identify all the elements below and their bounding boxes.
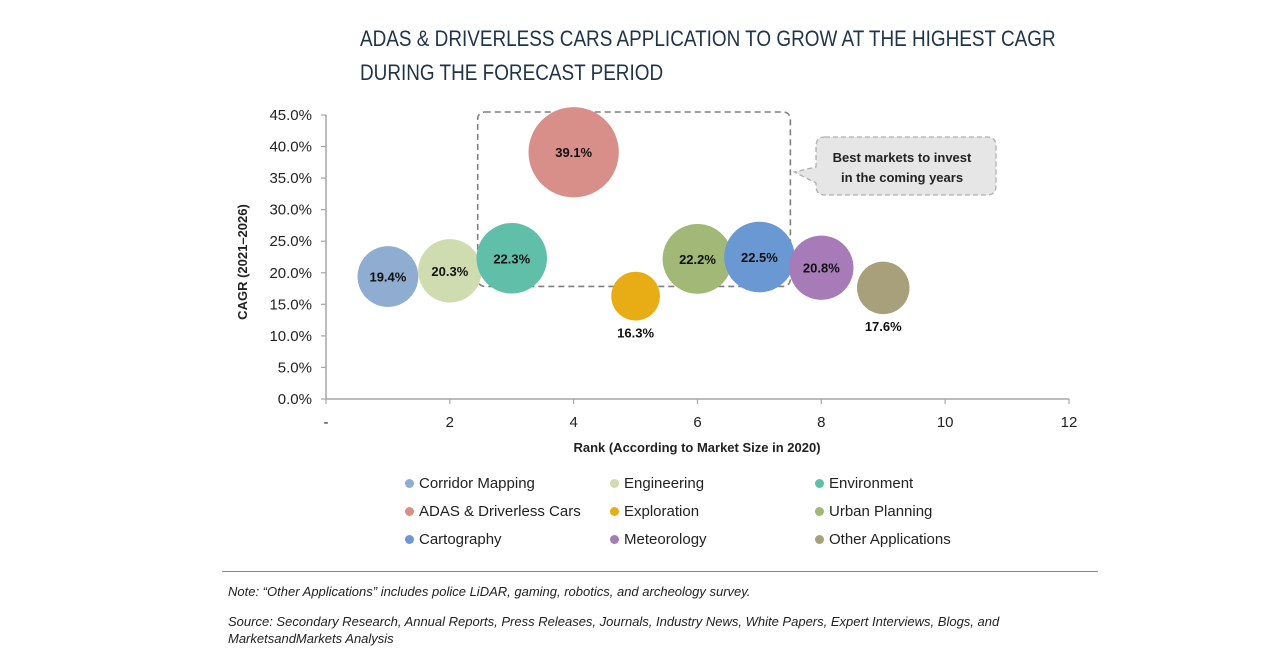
bubble-adas-driverless-cars: [528, 107, 619, 198]
x-tick-label: 2: [446, 414, 454, 431]
footnote: Note: “Other Applications” includes poli…: [228, 584, 751, 599]
legend-marker-icon: [610, 534, 619, 544]
legend-label: Environment: [829, 474, 914, 492]
legend-label: Other Applications: [829, 530, 951, 548]
legend-label: Exploration: [624, 502, 700, 520]
legend-marker-icon: [815, 534, 824, 544]
chart-title-line-2: DURING THE FORECAST PERIOD: [360, 60, 664, 85]
legend-item: Corridor Mapping: [405, 472, 610, 494]
bubble-data-label: 16.3%: [617, 325, 654, 340]
x-tick-label: 4: [569, 414, 577, 431]
x-tick-label: -: [324, 414, 329, 431]
callout-text-line: Best markets to invest: [833, 150, 972, 165]
legend: Corridor Mapping Engineering Environment AD…: [405, 472, 985, 550]
y-tick-label: 15.0%: [269, 296, 312, 313]
legend-item: Environment: [815, 472, 985, 494]
y-tick-label: 5.0%: [278, 359, 312, 376]
legend-item: Meteorology: [610, 528, 815, 550]
legend-label: Corridor Mapping: [419, 474, 535, 492]
legend-label: Urban Planning: [829, 502, 933, 520]
footer-divider: [222, 571, 1098, 572]
legend-item: Other Applications: [815, 528, 985, 550]
source-note: Source: Secondary Research, Annual Repor…: [228, 614, 1000, 646]
y-tick-label: 35.0%: [269, 170, 312, 187]
legend-label: Cartography: [419, 530, 502, 548]
bubble-data-label: 17.6%: [865, 319, 902, 334]
legend-item: Exploration: [610, 500, 815, 522]
bubble-exploration: [611, 271, 660, 321]
bubble-data-label: 19.4%: [369, 270, 406, 285]
bubble-other-applications: [857, 261, 910, 315]
legend-marker-icon: [610, 506, 619, 516]
legend-label: ADAS & Driverless Cars: [419, 502, 581, 520]
bubble-data-label: 39.1%: [555, 145, 592, 160]
y-tick-label: 40.0%: [269, 139, 312, 156]
y-tick-label: 25.0%: [269, 233, 312, 250]
bubble-corridor-mapping: [357, 246, 419, 307]
bubble-environment: [476, 223, 548, 294]
bubble-engineering: [418, 239, 482, 303]
legend-marker-icon: [815, 506, 824, 516]
x-tick-label: 12: [1061, 414, 1078, 431]
bubble-data-label: 22.5%: [741, 250, 778, 265]
legend-item: ADAS & Driverless Cars: [405, 500, 610, 522]
callout-annotation: Best markets to invest in the coming year…: [476, 111, 997, 288]
legend-item: Urban Planning: [815, 500, 985, 522]
x-tick-label: 8: [817, 414, 825, 431]
legend-label: Engineering: [624, 474, 705, 492]
bubbles: 19.4% 20.3% 22.3% 39.1% 16.3% 22.2% 22.5% 20.8%…: [357, 107, 910, 340]
bubble-urban-planning: [662, 224, 733, 294]
chart-title-line-1: ADAS & DRIVERLESS CARS APPLICATION TO GR…: [360, 26, 1056, 51]
bubble-data-label: 22.3%: [493, 251, 530, 266]
axes: 0.0% 5.0% 10.0% 15.0% 20.0% 25.0% 30.0% 35.0% 40…: [269, 107, 1077, 431]
legend-item: Engineering: [610, 472, 815, 494]
y-axis-title: CAGR (2021–2026): [235, 204, 250, 320]
y-tick-label: 10.0%: [269, 328, 312, 345]
legend-marker-icon: [405, 506, 414, 516]
x-tick-label: 6: [693, 414, 701, 431]
chart-title: ADAS & DRIVERLESS CARS APPLICATION TO GR…: [360, 22, 1056, 90]
y-tick-label: 45.0%: [269, 107, 312, 124]
callout-text-line: in the coming years: [841, 170, 963, 185]
legend-label: Meteorology: [624, 530, 707, 548]
y-tick-label: 20.0%: [269, 265, 312, 282]
y-tick-label: 30.0%: [269, 202, 312, 219]
legend-marker-icon: [815, 478, 824, 488]
legend-marker-icon: [405, 478, 414, 488]
bubble-meteorology: [789, 235, 854, 300]
bubble-cartography: [724, 221, 795, 293]
x-axis-title: Rank (According to Market Size in 2020): [573, 440, 820, 455]
bubble-data-label: 20.3%: [431, 264, 468, 279]
bubble-data-label: 22.2%: [679, 252, 716, 267]
legend-marker-icon: [405, 534, 414, 544]
x-tick-label: 10: [937, 414, 954, 431]
callout-bubble: [792, 136, 997, 196]
y-tick-label: 0.0%: [278, 391, 312, 408]
legend-marker-icon: [610, 478, 619, 488]
bubble-chart: 0.0% 5.0% 10.0% 15.0% 20.0% 25.0% 30.0% 35.0% 40…: [235, 107, 1077, 455]
legend-item: Cartography: [405, 528, 610, 550]
bubble-data-label: 20.8%: [803, 261, 840, 276]
